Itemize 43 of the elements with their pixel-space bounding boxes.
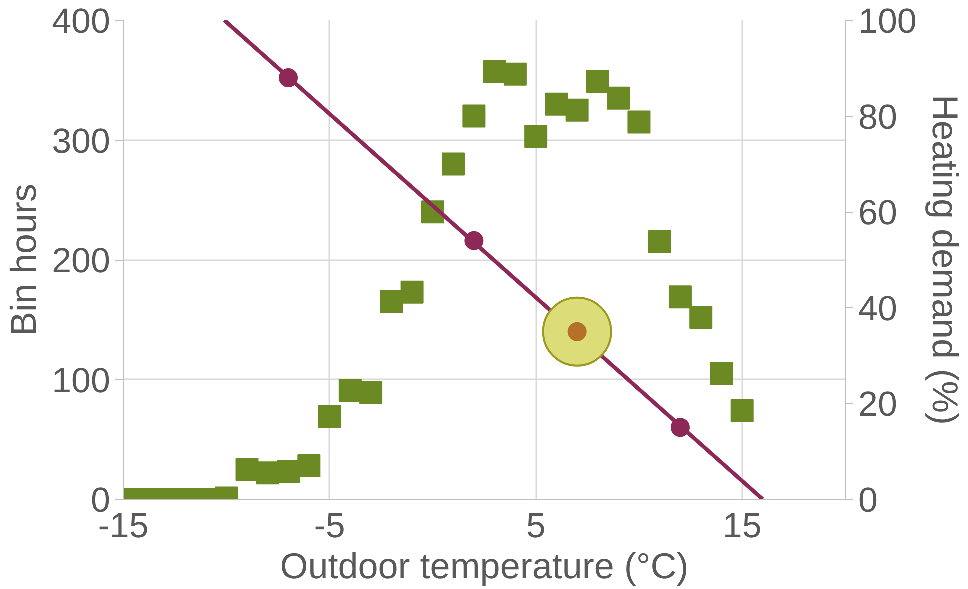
point [380, 290, 404, 314]
point [607, 86, 630, 110]
x-tick-label: 15 [722, 506, 762, 546]
point [648, 230, 672, 254]
point [504, 62, 527, 86]
y2-tick-label: 40 [858, 289, 898, 328]
point [277, 460, 300, 484]
y2-tick-label: 60 [858, 194, 898, 233]
x-tick-label: 5 [526, 506, 546, 546]
point [318, 405, 342, 428]
point [360, 381, 383, 404]
point [690, 306, 713, 329]
point [442, 152, 466, 176]
y-tick-label: 300 [52, 122, 111, 161]
point [462, 104, 486, 128]
y2-tick-label: 0 [858, 481, 878, 520]
point [586, 70, 610, 94]
point [730, 399, 754, 422]
point [710, 362, 734, 386]
y2-tick-label: 100 [858, 2, 917, 41]
y-tick-label: 200 [52, 242, 111, 280]
x-tick-label: -5 [314, 506, 346, 546]
y-tick-label: 100 [52, 361, 111, 400]
point [545, 92, 568, 116]
point [400, 280, 424, 304]
point [256, 462, 280, 485]
point [524, 125, 548, 148]
x-axis-title: Outdoor temperature (°C) [280, 546, 689, 586]
y2-tick-label: 80 [858, 98, 898, 137]
point [670, 418, 690, 438]
point [566, 98, 589, 122]
point [338, 379, 362, 402]
point [464, 231, 484, 250]
y2-axis-title: Heating demand (%) [924, 94, 966, 426]
point [668, 286, 692, 309]
point [279, 68, 298, 88]
y2-tick-label: 20 [858, 385, 898, 424]
point [236, 458, 259, 482]
point [483, 60, 506, 84]
y-axis-title: Bin hours [3, 184, 44, 336]
point [298, 454, 321, 478]
point [628, 110, 651, 134]
y-tick-label: 400 [52, 2, 111, 41]
